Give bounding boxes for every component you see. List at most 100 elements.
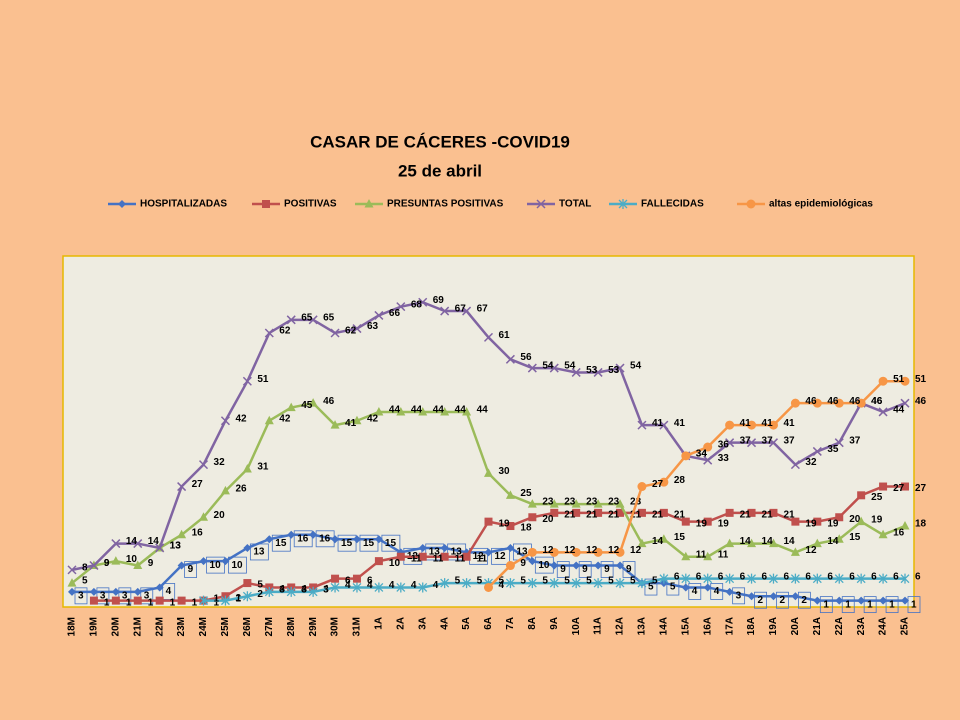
data-label: 46 <box>323 396 335 407</box>
data-label: 5 <box>652 576 658 587</box>
marker <box>199 595 208 606</box>
data-label: 44 <box>433 405 445 416</box>
data-label: 11 <box>477 553 488 564</box>
marker <box>220 595 230 606</box>
marker <box>133 539 143 549</box>
chart-subtitle: 25 de abril <box>398 161 482 180</box>
data-label: 16 <box>192 527 204 538</box>
data-label: 9 <box>604 564 610 575</box>
data-label: 66 <box>389 308 401 319</box>
marker <box>287 530 296 539</box>
x-tick-label: 7A <box>505 617 516 630</box>
data-label-box <box>688 583 702 600</box>
marker <box>483 332 494 342</box>
data-label: 15 <box>385 538 397 549</box>
marker <box>221 557 230 566</box>
data-label: 62 <box>345 326 357 337</box>
marker <box>812 446 822 456</box>
legend-marker <box>746 199 756 209</box>
marker <box>747 573 757 584</box>
data-label: 10 <box>231 560 243 571</box>
marker <box>418 552 427 561</box>
data-label-box <box>206 556 225 574</box>
marker <box>418 406 428 416</box>
data-label: 56 <box>520 352 532 363</box>
data-label: 6 <box>915 571 921 582</box>
marker <box>396 302 406 312</box>
data-label: 9 <box>148 558 154 569</box>
data-label: 13 <box>170 541 182 552</box>
data-label: 5 <box>648 582 654 593</box>
marker <box>681 451 691 461</box>
marker <box>571 367 581 377</box>
marker <box>856 573 866 584</box>
data-label: 41 <box>345 418 357 429</box>
marker <box>659 420 669 430</box>
marker <box>571 578 581 589</box>
marker <box>440 306 450 316</box>
marker <box>484 582 493 592</box>
data-label: 20 <box>849 514 861 525</box>
marker <box>243 579 252 588</box>
data-label: 19 <box>499 518 511 529</box>
marker <box>857 596 866 605</box>
data-label-box <box>381 534 401 552</box>
data-label: 21 <box>652 510 664 521</box>
data-label: 10 <box>389 558 401 569</box>
data-label: 1 <box>148 597 154 608</box>
x-tick-label: 16A <box>702 617 713 635</box>
marker <box>768 438 779 448</box>
data-label: 28 <box>674 475 686 486</box>
x-tick-label: 25M <box>220 617 231 636</box>
marker <box>352 582 362 593</box>
data-label: 6 <box>674 571 680 582</box>
legend-label: POSITIVAS <box>284 199 337 210</box>
data-label: 67 <box>477 304 489 315</box>
marker <box>812 398 822 408</box>
x-tick-label: 17A <box>724 617 735 635</box>
marker <box>616 561 625 570</box>
data-label-box <box>732 587 746 605</box>
x-tick-label: 22M <box>154 617 165 636</box>
data-label-box <box>797 591 811 609</box>
data-label: 1 <box>911 599 917 610</box>
data-label: 9 <box>520 558 526 569</box>
marker <box>462 306 472 316</box>
marker <box>89 587 98 596</box>
data-label: 26 <box>235 484 247 495</box>
marker <box>681 551 691 561</box>
data-label: 1 <box>126 597 132 608</box>
data-label: 13 <box>170 541 182 552</box>
data-label: 4 <box>411 580 417 591</box>
data-label: 14 <box>126 536 138 547</box>
data-label: 1 <box>214 597 220 608</box>
marker <box>659 477 669 487</box>
marker <box>198 460 209 470</box>
marker <box>594 508 603 517</box>
marker <box>790 460 800 470</box>
chart-title: CASAR DE CÁCERES -COVID19 <box>310 132 570 151</box>
data-label: 1 <box>214 593 220 604</box>
x-tick-label: 2A <box>395 617 406 630</box>
marker <box>549 363 559 373</box>
marker <box>462 552 471 561</box>
marker <box>615 499 625 508</box>
series: 4 9 12 12 12 12 12 27 28 34 36 41 41 41 46 46 46 46 51 51 <box>484 374 927 592</box>
data-label-box <box>249 543 269 561</box>
data-label: 65 <box>301 312 313 323</box>
marker <box>615 578 625 589</box>
marker <box>747 592 756 601</box>
marker <box>264 586 274 597</box>
marker <box>242 376 252 386</box>
data-label: 6 <box>871 571 877 582</box>
data-label: 6 <box>367 575 373 586</box>
data-label-box <box>184 561 198 578</box>
marker <box>550 561 559 570</box>
data-label: 9 <box>188 564 194 575</box>
x-tick-label: 15A <box>680 617 691 635</box>
x-tick-label: 30M <box>330 617 341 636</box>
x-tick-label: 27M <box>264 617 275 636</box>
marker <box>549 547 559 557</box>
data-label-box <box>556 561 570 578</box>
data-label-box <box>359 534 379 552</box>
